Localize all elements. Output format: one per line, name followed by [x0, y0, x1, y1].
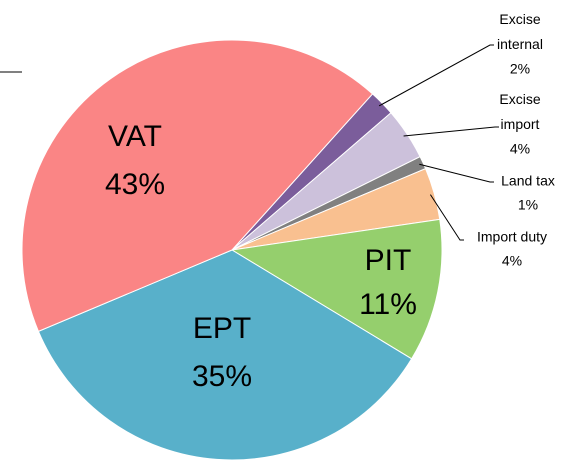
- slice-value-label: 35%: [192, 360, 252, 393]
- slice-label: Import duty: [477, 229, 547, 245]
- pie-slice: [37, 249, 413, 461]
- slice-label: PIT: [365, 244, 412, 277]
- slice-value-label: 11%: [359, 288, 417, 321]
- leader-line: [378, 44, 494, 107]
- pie-slice: [21, 39, 374, 333]
- leader-line: [419, 163, 494, 183]
- pie-slice: [230, 218, 443, 360]
- slice-label: EPT: [193, 312, 251, 345]
- slice-value-label: 1%: [518, 197, 538, 213]
- slice-value-label: 43%: [105, 168, 165, 201]
- leader-line: [403, 126, 499, 137]
- slice-label: Excise import: [499, 91, 540, 132]
- slice-label: VAT: [108, 120, 162, 153]
- slice-value-label: 2%: [510, 61, 530, 77]
- slice-value-label: 4%: [510, 141, 530, 157]
- leader-line: [429, 194, 464, 241]
- slice-label: Excise internal: [497, 11, 543, 52]
- slice-label: Land tax: [501, 173, 555, 189]
- slice-value-label: 4%: [502, 253, 522, 269]
